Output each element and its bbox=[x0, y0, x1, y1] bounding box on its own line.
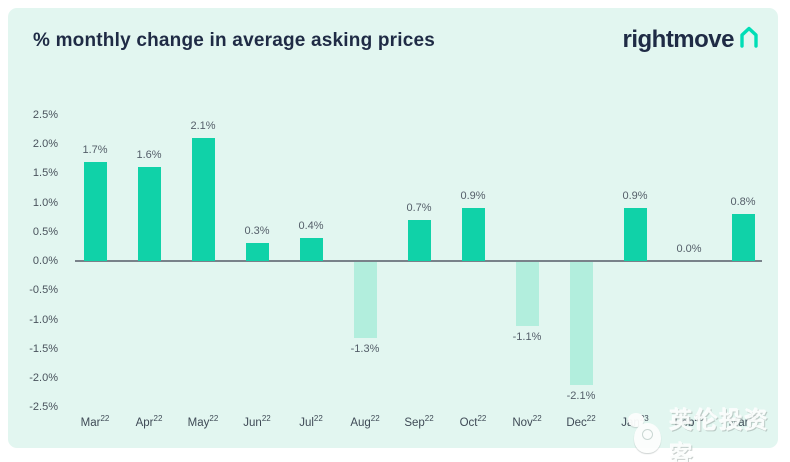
chart-title: % monthly change in average asking price… bbox=[33, 30, 436, 51]
watermark: 英伦投资客 bbox=[628, 401, 790, 462]
watermark-text: 英伦投资客 bbox=[669, 408, 770, 462]
chart-panel bbox=[8, 8, 778, 448]
watermark-mascot-icon bbox=[628, 413, 665, 457]
brand-name: rightmove bbox=[622, 26, 734, 53]
house-icon bbox=[740, 26, 758, 48]
brand-logo: rightmove bbox=[622, 27, 762, 53]
